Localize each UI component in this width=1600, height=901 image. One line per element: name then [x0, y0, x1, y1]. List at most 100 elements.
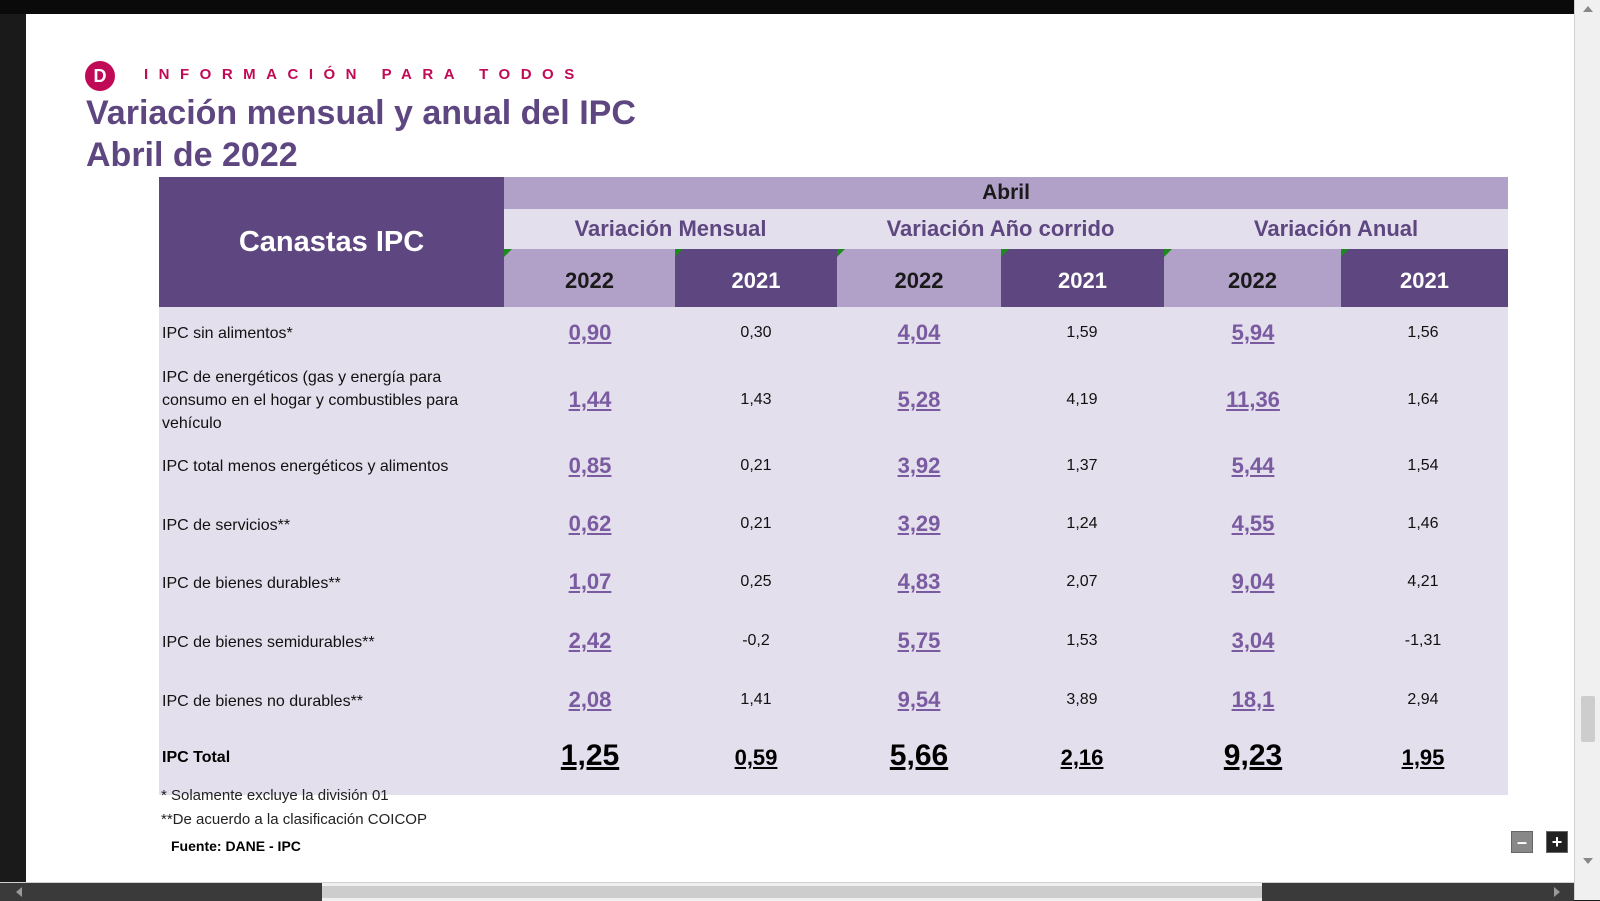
- value-cell: 1,37: [1066, 457, 1098, 474]
- value-cell: 1,41: [740, 691, 772, 708]
- row-label: IPC de bienes durables**: [162, 575, 341, 592]
- value-cell: 0,21: [740, 515, 772, 532]
- row-label: IPC total menos energéticos y alimentos: [162, 458, 449, 475]
- value-link[interactable]: 0,85: [568, 453, 612, 478]
- horizontal-scrollbar[interactable]: [0, 882, 1574, 901]
- value-link[interactable]: 18,1: [1231, 687, 1275, 712]
- comment-marker-icon: [504, 249, 512, 257]
- row-label: IPC sin alimentos*: [162, 325, 293, 342]
- year-header: 2022: [837, 249, 1001, 307]
- dane-logo: D: [85, 61, 115, 91]
- value-cell: 2,94: [1407, 691, 1439, 708]
- value-link[interactable]: 0,90: [568, 320, 612, 345]
- value-link[interactable]: 4,55: [1231, 511, 1275, 536]
- footnote: **De acuerdo a la clasificación COICOP: [161, 811, 427, 828]
- value-cell: 1,64: [1407, 391, 1439, 408]
- value-cell: 1,24: [1066, 515, 1098, 532]
- value-cell: 0,21: [740, 457, 772, 474]
- value-link[interactable]: 1,44: [568, 387, 612, 412]
- value-cell: 0,25: [740, 573, 772, 590]
- value-link[interactable]: 3,29: [897, 511, 941, 536]
- footnote: * Solamente excluye la división 01: [161, 787, 389, 804]
- value-cell: 3,89: [1066, 691, 1098, 708]
- value-link[interactable]: 4,83: [897, 569, 941, 594]
- row-label: IPC de bienes no durables**: [162, 693, 364, 710]
- total-value: 5,66: [889, 739, 949, 772]
- table-body: [159, 307, 1508, 795]
- value-link[interactable]: 9,04: [1231, 569, 1275, 594]
- total-value: 1,25: [560, 739, 620, 772]
- year-header: 2021: [1341, 249, 1508, 307]
- zoom-out-button[interactable]: –: [1511, 831, 1533, 853]
- comment-marker-icon: [1341, 249, 1349, 257]
- window-top-bar: [0, 0, 1600, 14]
- value-link[interactable]: 11,36: [1226, 387, 1280, 412]
- value-link[interactable]: 3,92: [897, 453, 941, 478]
- value-link[interactable]: 5,75: [897, 628, 941, 653]
- year-header: 2021: [1001, 249, 1164, 307]
- year-header: 2021: [675, 249, 837, 307]
- zoom-in-button[interactable]: +: [1546, 831, 1568, 853]
- value-cell: 0,30: [740, 324, 772, 341]
- year-label: 2022: [565, 268, 614, 293]
- value-link[interactable]: 2,42: [568, 628, 612, 653]
- value-cell: 2,07: [1066, 573, 1098, 590]
- value-cell: -1,31: [1404, 632, 1442, 649]
- page-subtitle: Abril de 2022: [86, 136, 298, 174]
- value-link[interactable]: 3,04: [1231, 628, 1275, 653]
- value-cell: 1,46: [1407, 515, 1439, 532]
- scroll-right-icon[interactable]: [1554, 887, 1560, 897]
- value-cell: -0,2: [742, 632, 770, 649]
- vertical-scroll-thumb[interactable]: [1581, 696, 1595, 742]
- total-value: 1,95: [1401, 745, 1445, 770]
- value-link[interactable]: 5,44: [1231, 453, 1275, 478]
- vertical-scrollbar[interactable]: [1574, 0, 1600, 900]
- logo-letter: D: [93, 66, 107, 86]
- row-header-title: Canastas IPC: [159, 177, 504, 307]
- scroll-left-icon[interactable]: [16, 887, 22, 897]
- total-value: 2,16: [1060, 745, 1104, 770]
- value-link[interactable]: 4,04: [897, 320, 941, 345]
- group-header-mensual: Variación Mensual: [504, 209, 837, 249]
- value-link[interactable]: 1,07: [568, 569, 612, 594]
- value-cell: 1,43: [740, 391, 772, 408]
- year-label: 2022: [1228, 268, 1277, 293]
- value-link[interactable]: 9,54: [897, 687, 941, 712]
- year-label: 2021: [1058, 268, 1107, 293]
- value-cell: 1,59: [1066, 324, 1098, 341]
- value-link[interactable]: 5,28: [897, 387, 941, 412]
- value-cell: 1,54: [1407, 457, 1439, 474]
- row-label: IPC de bienes semidurables**: [162, 634, 375, 651]
- comment-marker-icon: [837, 249, 845, 257]
- total-value: 0,59: [734, 745, 778, 770]
- horizontal-scroll-thumb[interactable]: [322, 886, 1262, 898]
- value-link[interactable]: 2,08: [568, 687, 612, 712]
- comment-marker-icon: [1001, 249, 1009, 257]
- value-link[interactable]: 5,94: [1231, 320, 1275, 345]
- total-label: IPC Total: [162, 749, 231, 766]
- tagline: INFORMACIÓN PARA TODOS: [144, 66, 585, 83]
- value-cell: 1,53: [1066, 632, 1098, 649]
- row-header-title-text: Canastas IPC: [238, 225, 425, 258]
- comment-marker-icon: [675, 249, 683, 257]
- scroll-track-left: [0, 883, 322, 901]
- row-label: IPC de energéticos (gas y energía para c…: [162, 369, 459, 432]
- source-note: Fuente: DANE - IPC: [171, 838, 301, 854]
- month-header: Abril: [504, 177, 1508, 209]
- scroll-track-right: [1262, 883, 1574, 901]
- scroll-down-icon[interactable]: [1583, 858, 1593, 864]
- year-label: 2021: [731, 268, 781, 293]
- page-title: Variación mensual y anual del IPC: [86, 94, 636, 132]
- scroll-up-icon[interactable]: [1583, 6, 1593, 12]
- value-link[interactable]: 0,62: [568, 511, 612, 536]
- year-label: 2021: [1400, 268, 1449, 293]
- value-cell: 4,19: [1066, 391, 1098, 408]
- value-cell: 1,56: [1407, 324, 1439, 341]
- year-label: 2022: [894, 268, 944, 293]
- row-label: IPC de servicios**: [162, 517, 291, 534]
- year-header: 2022: [1164, 249, 1341, 307]
- slide: D INFORMACIÓN PARA TODOS Variación mensu…: [26, 14, 1574, 882]
- total-value: 9,23: [1223, 739, 1283, 772]
- group-header-ano-corrido: Variación Año corrido: [837, 209, 1164, 249]
- value-cell: 4,21: [1407, 573, 1439, 590]
